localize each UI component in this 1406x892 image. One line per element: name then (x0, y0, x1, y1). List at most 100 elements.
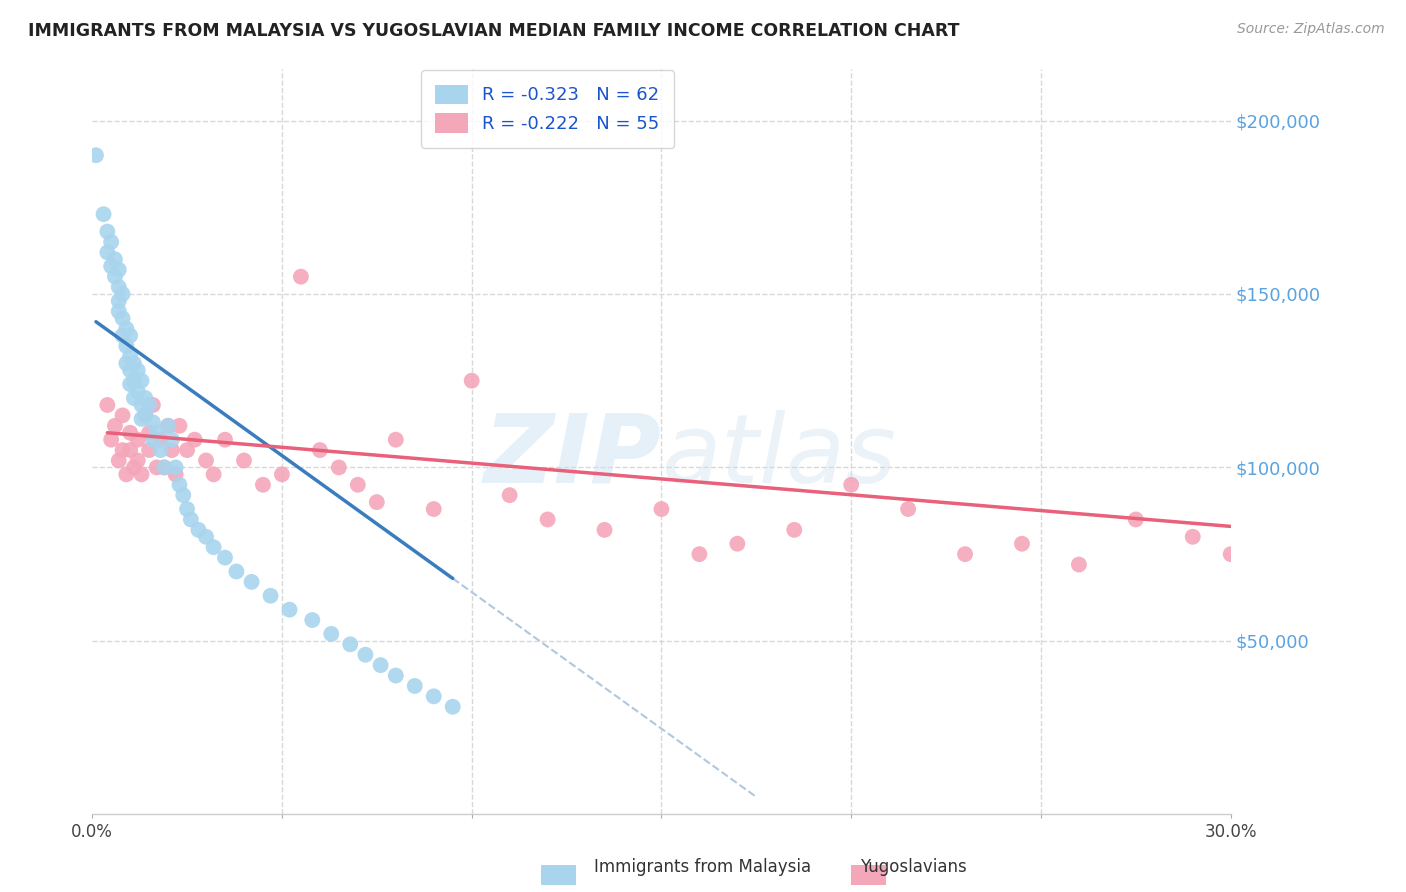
Point (953, 547, 976, 561)
Text: Source: ZipAtlas.com: Source: ZipAtlas.com (1237, 22, 1385, 37)
Point (115, 339, 138, 353)
Text: Yugoslavians: Yugoslavians (860, 858, 967, 876)
Point (107, 304, 129, 318)
Point (131, 412, 153, 426)
Point (149, 443, 172, 458)
Point (169, 477, 191, 491)
Point (321, 627, 343, 641)
Point (96, 398, 118, 412)
Point (202, 467, 225, 482)
Point (259, 589, 281, 603)
Point (100, 259, 122, 273)
Point (1125, 512, 1147, 526)
Point (138, 398, 160, 412)
Point (783, 523, 806, 537)
Point (278, 602, 301, 616)
Point (195, 530, 218, 544)
Point (131, 374, 153, 388)
Point (160, 433, 183, 447)
Point (122, 391, 145, 405)
Point (134, 409, 156, 423)
Point (650, 502, 672, 516)
Text: Immigrants from Malaysia: Immigrants from Malaysia (595, 858, 811, 876)
Point (214, 550, 236, 565)
Point (176, 443, 198, 458)
Point (107, 453, 129, 467)
Point (309, 443, 332, 458)
Point (347, 477, 370, 491)
Point (127, 384, 149, 398)
Point (104, 418, 127, 433)
Point (1067, 558, 1090, 572)
Point (127, 453, 149, 467)
Point (131, 398, 153, 412)
Point (384, 433, 406, 447)
Point (107, 280, 129, 294)
Point (122, 374, 145, 388)
Point (165, 460, 187, 475)
Point (1011, 537, 1033, 551)
Point (107, 262, 129, 277)
Point (183, 433, 205, 447)
Point (370, 658, 392, 673)
Point (134, 409, 156, 423)
Point (441, 699, 464, 714)
Point (366, 495, 388, 509)
Point (187, 523, 209, 537)
Point (104, 252, 127, 267)
Point (498, 488, 520, 502)
Point (384, 668, 406, 682)
Point (157, 418, 180, 433)
Point (725, 537, 748, 551)
Point (107, 293, 129, 308)
Point (593, 523, 616, 537)
Point (142, 415, 165, 429)
Point (111, 311, 134, 326)
Point (354, 648, 377, 662)
Point (115, 356, 138, 370)
Legend: R = -0.323   N = 62, R = -0.222   N = 55: R = -0.323 N = 62, R = -0.222 N = 55 (420, 70, 673, 148)
Point (169, 418, 191, 433)
Point (1219, 547, 1241, 561)
Point (134, 391, 156, 405)
Point (122, 356, 145, 370)
Point (460, 374, 482, 388)
Point (153, 460, 176, 475)
Point (104, 269, 127, 284)
Point (142, 398, 165, 412)
Point (252, 477, 274, 491)
Point (111, 409, 134, 423)
Point (176, 502, 198, 516)
Point (120, 425, 142, 440)
Point (115, 321, 138, 335)
Point (120, 363, 142, 377)
Point (271, 467, 294, 482)
Text: IMMIGRANTS FROM MALAYSIA VS YUGOSLAVIAN MEDIAN FAMILY INCOME CORRELATION CHART: IMMIGRANTS FROM MALAYSIA VS YUGOSLAVIAN … (28, 22, 960, 40)
Point (120, 443, 142, 458)
Point (172, 488, 194, 502)
Point (142, 433, 165, 447)
Point (339, 637, 361, 651)
Point (240, 574, 263, 589)
Point (100, 433, 122, 447)
Point (180, 512, 202, 526)
Point (1181, 530, 1204, 544)
Point (127, 433, 149, 447)
Point (111, 287, 134, 301)
Point (84, 148, 107, 162)
Point (100, 235, 122, 249)
Point (115, 467, 138, 482)
Point (233, 453, 256, 467)
Point (120, 350, 142, 364)
Point (328, 460, 350, 475)
Point (111, 328, 134, 343)
Text: ZIP: ZIP (484, 409, 661, 503)
Point (145, 460, 167, 475)
Point (153, 460, 176, 475)
Point (404, 679, 426, 693)
Point (120, 377, 142, 392)
Point (214, 433, 236, 447)
Point (422, 502, 444, 516)
Point (138, 425, 160, 440)
Text: atlas: atlas (661, 409, 897, 503)
